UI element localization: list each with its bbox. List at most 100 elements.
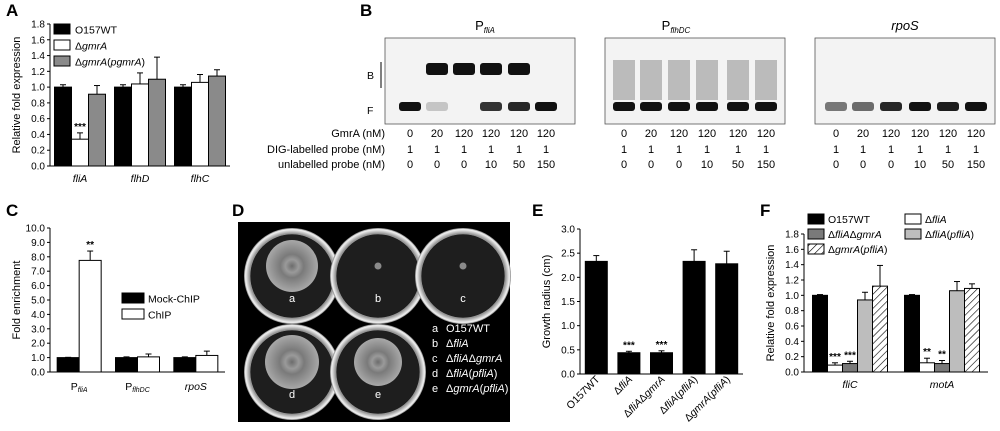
gel-row-value: 120 xyxy=(482,128,500,140)
gel-row-value: 0 xyxy=(434,159,440,171)
plate-legend-key: e xyxy=(432,383,438,395)
gel-free-label: F xyxy=(367,105,373,117)
chart-c-legend-swatch xyxy=(121,292,145,304)
chart-e-bar xyxy=(715,263,739,375)
chart-f-legend-swatch xyxy=(807,228,825,240)
chart-e-y-tick-label: 2.0 xyxy=(561,273,575,284)
chart-e-bar xyxy=(584,260,608,375)
plate-legend-label: O157WT xyxy=(446,323,490,335)
chart-f-y-tick-label: 1.6 xyxy=(785,245,799,256)
chart-e-y-tick-label: 2.5 xyxy=(561,249,575,260)
gel-row-value: 0 xyxy=(860,159,866,171)
gel-row-value: 20 xyxy=(857,128,869,140)
chart-a-legend-label: O157WT xyxy=(75,25,118,37)
plate-legend-key: c xyxy=(432,353,438,365)
agar xyxy=(420,233,506,319)
gel-row-label: unlabelled probe (nM) xyxy=(278,159,385,171)
gel-smear xyxy=(696,60,718,100)
gel-row-value: 150 xyxy=(967,159,985,171)
plate-label: e xyxy=(375,389,381,401)
chart-a: 0.0 0.2 0.4 0.6 0.8 1.0 1.2 1.4 1.6 1.8 Relative f… xyxy=(11,20,230,185)
chart-f-y-tick-label: 0.8 xyxy=(785,306,799,317)
gel-free-band xyxy=(480,102,502,111)
chart-c-legend-swatch xyxy=(121,308,145,320)
gel-row-value: 10 xyxy=(485,159,497,171)
gel-row-value: 20 xyxy=(645,128,657,140)
gel-row-value: 1 xyxy=(704,144,710,156)
gel-row-value: 0 xyxy=(407,128,413,140)
gel-row-value: 120 xyxy=(537,128,555,140)
gel-free-band xyxy=(965,102,987,111)
chart-a-x-tick-label: fliA xyxy=(73,173,88,185)
gel-title: PflhDC xyxy=(662,18,691,35)
chart-c-legend-label: ChIP xyxy=(148,310,171,322)
plate-label: b xyxy=(375,293,381,305)
gel-free-band xyxy=(937,102,959,111)
gel-row-value: 50 xyxy=(732,159,744,171)
gel-free-band xyxy=(880,102,902,111)
chart-c-y-tick-label: 1.0 xyxy=(31,353,45,364)
plate-legend-label: ΔfliA(pfliA) xyxy=(446,368,497,380)
gel-row-value: 0 xyxy=(407,159,413,171)
chart-f-bar xyxy=(857,299,873,373)
gel-smear xyxy=(668,60,690,100)
chart-a-bar xyxy=(191,81,209,167)
gel-row-value: 120 xyxy=(882,128,900,140)
chart-f-bar xyxy=(827,364,843,373)
chart-f-legend-swatch xyxy=(904,228,922,240)
gel-row-value: 1 xyxy=(735,144,741,156)
chart-a-bar xyxy=(54,86,72,167)
chart-f-legend-label: ΔfliA(pfliA) xyxy=(925,229,974,241)
gel-row-value: 1 xyxy=(407,144,413,156)
chart-c: 0.0 1.0 2.0 3.0 4.0 5.0 6.0 7.0 8.0 9.0 10.0 Fold e… xyxy=(11,224,225,394)
gel-row-value: 120 xyxy=(670,128,688,140)
gel-row-value: 0 xyxy=(648,159,654,171)
gel-free-band xyxy=(727,102,749,111)
chart-f-bar xyxy=(842,363,858,373)
chart-c-bar xyxy=(56,357,80,373)
gel-row-value: 120 xyxy=(911,128,929,140)
gel-free-band xyxy=(426,102,448,111)
gel-row-value: 0 xyxy=(833,159,839,171)
gel-title: PfliA xyxy=(475,18,495,35)
chart-f-x-tick-label: fliC xyxy=(842,379,858,391)
gel-bound-band xyxy=(453,63,475,75)
gel-row-value: 1 xyxy=(676,144,682,156)
chart-a-y-label: Relative fold expression xyxy=(11,37,23,154)
plate-label: a xyxy=(289,293,296,305)
chart-f-y-tick-label: 1.8 xyxy=(785,230,799,241)
gel-image xyxy=(814,37,996,125)
chart-c-y-tick-label: 0.0 xyxy=(31,368,45,379)
plate-legend-key: d xyxy=(432,368,438,380)
chart-e-significance-label: *** xyxy=(656,340,668,351)
plate-legend-label: ΔgmrA(pfliA) xyxy=(446,383,508,395)
chart-a-y-tick-label: 0.4 xyxy=(31,130,45,141)
chart-f-bar xyxy=(934,363,950,373)
gel-free-band xyxy=(399,102,421,111)
chart-c-y-tick-label: 3.0 xyxy=(31,324,45,335)
chart-c-y-tick-label: 4.0 xyxy=(31,310,45,321)
chart-f-bar xyxy=(964,287,980,373)
gel-row-value: 20 xyxy=(431,128,443,140)
gel-row-value: 120 xyxy=(967,128,985,140)
gel-bound-band xyxy=(480,63,502,75)
chart-f-bar xyxy=(919,362,935,373)
chart-c-x-tick-label: PfliA xyxy=(71,381,88,394)
gel-row-value: 1 xyxy=(434,144,440,156)
swarm-zone xyxy=(265,335,319,389)
chart-f-legend-swatch xyxy=(807,243,825,255)
plate-legend-key: b xyxy=(432,338,438,350)
chart-f-legend-label: ΔgmrA(pfliA) xyxy=(828,244,888,256)
chart-a-bar xyxy=(174,86,192,167)
gel-row-value: 120 xyxy=(455,128,473,140)
chart-a-bar xyxy=(88,93,106,167)
chart-f-y-tick-label: 0.4 xyxy=(785,337,799,348)
chart-a-y-tick-label: 0.6 xyxy=(31,114,45,125)
gel-row-value: 150 xyxy=(537,159,555,171)
gel-row-value: 1 xyxy=(973,144,979,156)
plate-label: d xyxy=(289,389,295,401)
gel-row-value: 1 xyxy=(461,144,467,156)
plate-legend-key: a xyxy=(432,323,439,335)
